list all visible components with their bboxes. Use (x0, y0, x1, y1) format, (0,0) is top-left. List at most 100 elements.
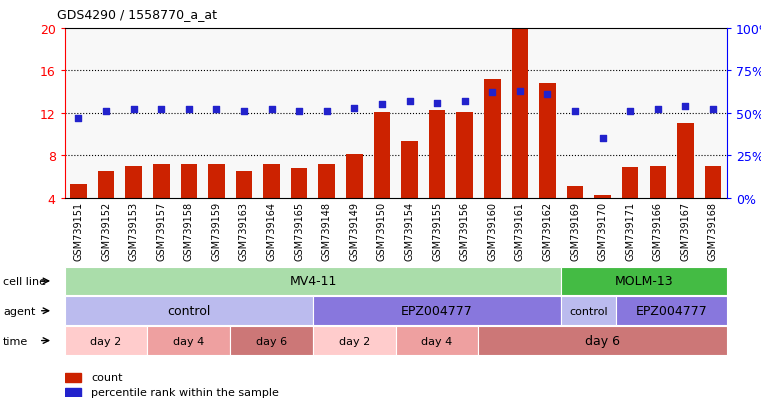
Point (72, 115, 84, 122)
Point (183, 107, 195, 114)
Bar (561, 297, 616, 325)
Bar (313, 297, 561, 325)
Bar (65, 373, 81, 382)
Text: GSM739170: GSM739170 (597, 202, 607, 261)
Point (320, 109, 333, 115)
Point (155, 107, 167, 114)
Text: day 2: day 2 (339, 336, 370, 346)
Text: MV4-11: MV4-11 (289, 275, 336, 288)
Text: GSM739158: GSM739158 (184, 202, 194, 261)
Point (431, 100, 443, 107)
Bar (126, 166, 142, 198)
Bar (148, 326, 230, 355)
Bar (65, 326, 148, 355)
Bar (263, 164, 280, 198)
Point (624, 109, 636, 115)
Bar (649, 166, 666, 198)
Bar (457, 112, 473, 198)
Text: GSM739148: GSM739148 (322, 202, 332, 261)
Text: agent: agent (3, 306, 36, 316)
Bar (616, 297, 727, 325)
Text: day 4: day 4 (174, 336, 205, 346)
Bar (153, 164, 170, 198)
Bar (291, 169, 307, 198)
Bar (401, 142, 418, 198)
Bar (230, 326, 313, 355)
Point (651, 107, 664, 114)
Text: count: count (91, 373, 123, 382)
Text: GSM739161: GSM739161 (515, 202, 525, 261)
Text: GSM739167: GSM739167 (680, 202, 690, 261)
Text: GSM739151: GSM739151 (74, 202, 84, 261)
Text: GSM739171: GSM739171 (626, 202, 635, 261)
Point (128, 107, 140, 114)
Bar (396, 326, 479, 355)
Bar (484, 80, 501, 198)
Text: GSM739160: GSM739160 (487, 202, 497, 261)
Text: percentile rank within the sample: percentile rank within the sample (91, 387, 279, 397)
Bar (346, 155, 362, 198)
Text: time: time (3, 336, 28, 346)
Text: GSM739152: GSM739152 (101, 202, 111, 261)
Text: control: control (167, 304, 211, 318)
Text: day 2: day 2 (91, 336, 122, 346)
Bar (236, 172, 252, 198)
Point (266, 107, 278, 114)
Text: day 6: day 6 (256, 336, 287, 346)
Text: EPZ004777: EPZ004777 (401, 304, 473, 318)
Point (597, 135, 609, 142)
Point (680, 104, 692, 110)
Point (541, 92, 553, 98)
Text: GSM739164: GSM739164 (266, 202, 276, 261)
Text: GSM739156: GSM739156 (460, 202, 470, 261)
Text: day 6: day 6 (585, 334, 620, 347)
Text: EPZ004777: EPZ004777 (635, 304, 708, 318)
Text: MOLM-13: MOLM-13 (615, 275, 673, 288)
Point (293, 109, 305, 115)
Bar (622, 168, 638, 198)
Point (210, 107, 222, 114)
Bar (209, 164, 224, 198)
Text: GSM739168: GSM739168 (708, 202, 718, 261)
Text: cell line: cell line (3, 276, 46, 286)
Point (376, 102, 388, 108)
Text: control: control (569, 306, 608, 316)
Bar (318, 164, 335, 198)
Text: day 4: day 4 (422, 336, 453, 346)
Bar (65, 267, 561, 296)
Bar (313, 326, 396, 355)
Bar (594, 195, 611, 198)
Text: GSM739153: GSM739153 (129, 202, 139, 261)
Bar (511, 29, 528, 198)
Text: GSM739154: GSM739154 (405, 202, 415, 261)
Bar (70, 185, 87, 198)
Point (349, 105, 361, 112)
Text: GSM739169: GSM739169 (570, 202, 580, 261)
Text: GSM739157: GSM739157 (156, 202, 166, 261)
Point (569, 109, 581, 115)
Text: GSM739165: GSM739165 (295, 202, 304, 261)
Text: GSM739150: GSM739150 (377, 202, 387, 261)
Text: GSM739155: GSM739155 (432, 202, 442, 261)
Text: GSM739162: GSM739162 (543, 202, 552, 261)
Point (486, 90, 498, 97)
Bar (479, 326, 727, 355)
Text: GSM739163: GSM739163 (239, 202, 249, 261)
Bar (705, 166, 721, 198)
Bar (65, 387, 81, 397)
Point (403, 98, 416, 105)
Point (514, 88, 526, 95)
Bar (561, 267, 727, 296)
Bar (97, 172, 114, 198)
Bar (180, 164, 197, 198)
Bar (429, 110, 445, 198)
Text: GDS4290 / 1558770_a_at: GDS4290 / 1558770_a_at (57, 8, 217, 21)
Bar (539, 84, 556, 198)
Point (100, 109, 112, 115)
Bar (567, 187, 584, 198)
Bar (677, 124, 694, 198)
Text: GSM739166: GSM739166 (653, 202, 663, 261)
Text: GSM739159: GSM739159 (212, 202, 221, 261)
Point (238, 109, 250, 115)
Point (707, 107, 719, 114)
